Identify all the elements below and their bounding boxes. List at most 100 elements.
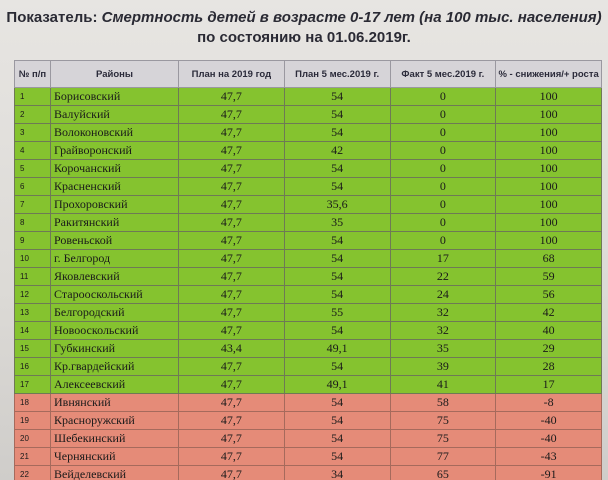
fact-5m-value: 0 [389,159,497,178]
table-row: 15 Губкинский 43,4 49,1 35 29 [14,339,602,358]
district-name: Волоконовский [50,123,179,142]
district-name: Ракитянский [50,213,179,232]
table-row: 10 г. Белгород 47,7 54 17 68 [14,249,602,268]
district-name: Чернянский [50,447,179,466]
plan-year-value: 47,7 [178,465,285,480]
row-number: 14 [14,321,51,340]
district-name: Белгородский [50,303,179,322]
plan-year-value: 47,7 [178,447,285,466]
plan-year-value: 47,7 [178,213,285,232]
fact-5m-value: 39 [389,357,497,376]
plan-5m-value: 54 [283,267,391,286]
percent-change-value: -40 [495,429,602,448]
percent-change-value: -8 [495,393,602,412]
fact-5m-value: 0 [389,213,497,232]
district-name: Борисовский [50,87,179,106]
district-name: Губкинский [50,339,179,358]
fact-5m-value: 58 [389,393,497,412]
percent-change-value: 100 [495,141,602,160]
district-name: Вейделевский [50,465,179,480]
plan-year-value: 47,7 [178,393,285,412]
plan-5m-value: 49,1 [283,375,391,394]
row-number: 13 [14,303,51,322]
col-header-plan-year: План на 2019 год [178,60,285,88]
percent-change-value: 100 [495,231,602,250]
row-number: 10 [14,249,51,268]
date-line: по состоянию на 01.06.2019г. [197,29,411,46]
mortality-table: № п/п Районы План на 2019 год План 5 мес… [14,60,602,480]
plan-5m-value: 54 [283,429,391,448]
fact-5m-value: 32 [389,321,497,340]
percent-change-value: 100 [495,87,602,106]
plan-year-value: 47,7 [178,123,285,142]
percent-change-value: 68 [495,249,602,268]
table-header-row: № п/п Районы План на 2019 год План 5 мес… [14,60,602,88]
percent-change-value: 100 [495,159,602,178]
fact-5m-value: 0 [389,177,497,196]
percent-change-value: 40 [495,321,602,340]
plan-year-value: 47,7 [178,159,285,178]
table-row: 19 Красноружский 47,7 54 75 -40 [14,411,602,430]
fact-5m-value: 0 [389,141,497,160]
fact-5m-value: 41 [389,375,497,394]
col-header-number: № п/п [14,60,51,88]
district-name: Старооскольский [50,285,179,304]
row-number: 15 [14,339,51,358]
fact-5m-value: 0 [389,195,497,214]
plan-year-value: 47,7 [178,411,285,430]
plan-5m-value: 54 [283,231,391,250]
plan-5m-value: 34 [283,465,391,480]
col-header-percent: % - снижения/+ роста [495,60,602,88]
district-name: Валуйский [50,105,179,124]
plan-5m-value: 54 [283,87,391,106]
table-row: 21 Чернянский 47,7 54 77 -43 [14,447,602,466]
row-number: 9 [14,231,51,250]
row-number: 20 [14,429,51,448]
fact-5m-value: 22 [389,267,497,286]
plan-5m-value: 54 [283,177,391,196]
percent-change-value: -91 [495,465,602,480]
table-row: 11 Яковлевский 47,7 54 22 59 [14,267,602,286]
percent-change-value: 100 [495,195,602,214]
plan-5m-value: 54 [283,123,391,142]
plan-year-value: 47,7 [178,375,285,394]
row-number: 21 [14,447,51,466]
row-number: 17 [14,375,51,394]
district-name: Красноружский [50,411,179,430]
table-row: 9 Ровеньской 47,7 54 0 100 [14,231,602,250]
table-row: 2 Валуйский 47,7 54 0 100 [14,105,602,124]
plan-5m-value: 35 [283,213,391,232]
row-number: 6 [14,177,51,196]
district-name: Корочанский [50,159,179,178]
plan-year-value: 47,7 [178,321,285,340]
percent-change-value: 100 [495,177,602,196]
plan-year-value: 47,7 [178,249,285,268]
table-row: 13 Белгородский 47,7 55 32 42 [14,303,602,322]
table-row: 1 Борисовский 47,7 54 0 100 [14,87,602,106]
plan-5m-value: 54 [283,249,391,268]
fact-5m-value: 17 [389,249,497,268]
fact-5m-value: 0 [389,231,497,250]
percent-change-value: 100 [495,213,602,232]
row-number: 18 [14,393,51,412]
row-number: 11 [14,267,51,286]
percent-change-value: 17 [495,375,602,394]
fact-5m-value: 0 [389,123,497,142]
col-header-fact-5m: Факт 5 мес.2019 г. [389,60,497,88]
table-row: 14 Новооскольский 47,7 54 32 40 [14,321,602,340]
district-name: Красненский [50,177,179,196]
district-name: Яковлевский [50,267,179,286]
plan-5m-value: 54 [283,393,391,412]
district-name: Ровеньской [50,231,179,250]
percent-change-value: -40 [495,411,602,430]
fact-5m-value: 32 [389,303,497,322]
col-header-plan-5m: План 5 мес.2019 г. [283,60,391,88]
district-name: Прохоровский [50,195,179,214]
table-body: 1 Борисовский 47,7 54 0 100 2 Валуйский 47,7 54 0 1… [14,87,602,480]
plan-5m-value: 54 [283,159,391,178]
percent-change-value: 100 [495,123,602,142]
fact-5m-value: 75 [389,429,497,448]
row-number: 2 [14,105,51,124]
row-number: 12 [14,285,51,304]
